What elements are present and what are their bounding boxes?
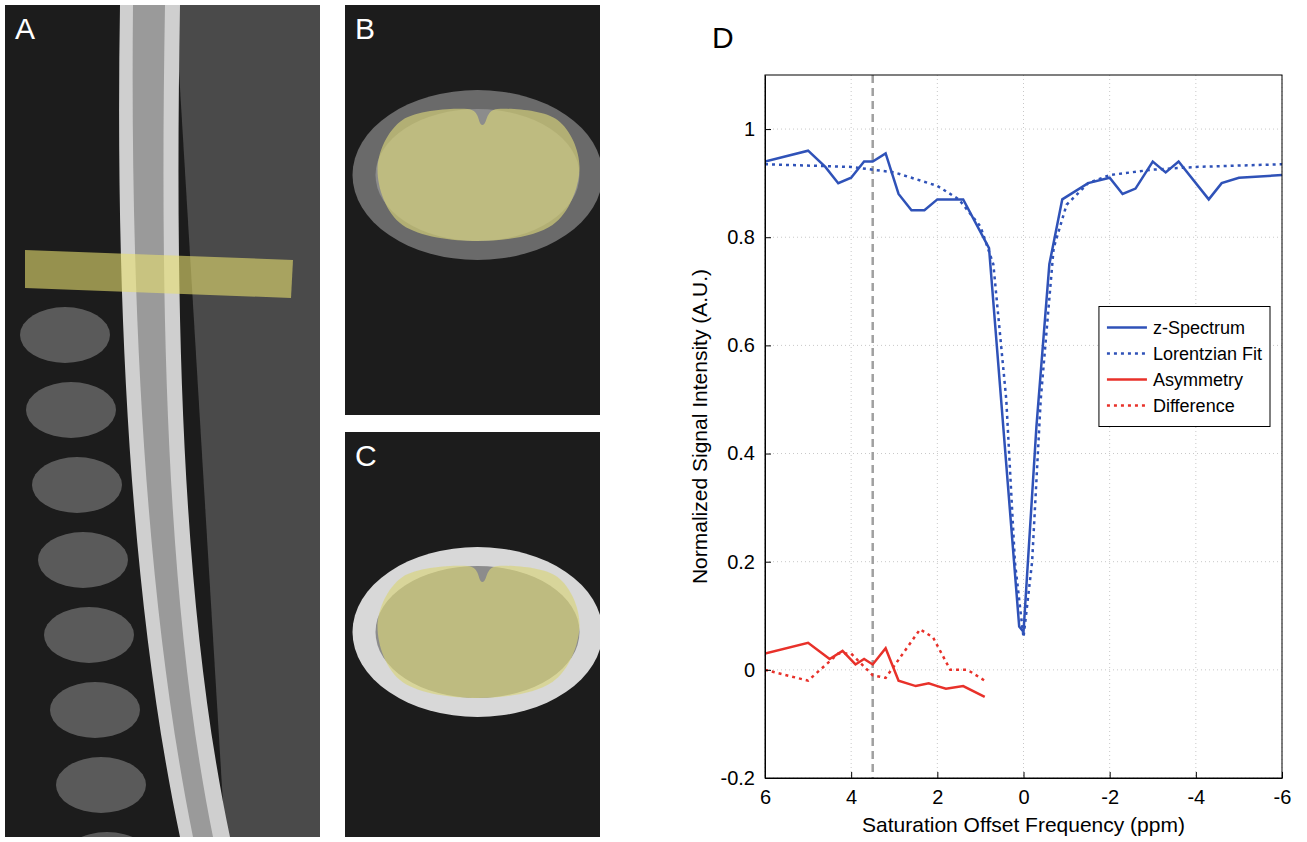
grid-line-x — [937, 75, 938, 778]
tick-mark — [765, 562, 771, 563]
tick-label: -6 — [1274, 786, 1292, 808]
legend-swatch — [1107, 352, 1147, 355]
tick: 0.2 — [727, 551, 771, 573]
image-panel — [5, 5, 320, 837]
grid-line-y — [765, 453, 1282, 454]
tick-label: -4 — [1187, 786, 1205, 808]
plot-background — [765, 75, 1282, 778]
tick: -4 — [1187, 772, 1205, 808]
slice-overlay — [25, 250, 293, 298]
tick-label: 4 — [846, 786, 857, 808]
roi-overlay — [378, 566, 580, 698]
tick: -2 — [1101, 772, 1119, 808]
tick-label: 0 — [1018, 786, 1029, 808]
vertebra — [20, 307, 110, 363]
tick-mark — [1024, 772, 1025, 778]
series-line — [765, 164, 1282, 637]
image-background — [345, 432, 600, 837]
y-axis: -0.2 0 0.2 0.4 0.6 0.8 1 — [721, 76, 771, 789]
tick-label: 2 — [932, 786, 943, 808]
tick: 0.8 — [727, 226, 771, 248]
legend-swatch — [1107, 378, 1147, 381]
tick-mark — [765, 345, 771, 346]
tick-mark — [851, 772, 852, 778]
legend-label: Lorentzian Fit — [1153, 344, 1262, 364]
tick-mark — [937, 772, 938, 778]
legend-label: z-Spectrum — [1153, 318, 1245, 338]
vertebra — [50, 682, 140, 738]
tick: -0.2 — [721, 767, 771, 789]
tick-label: 1 — [744, 118, 755, 140]
tick-label: -0.2 — [721, 767, 755, 789]
tick: 2 — [932, 772, 943, 808]
vertebra — [26, 382, 116, 438]
x-axis: 6 4 2 0 -2 -4 -6 — [760, 772, 1291, 808]
reference-line — [871, 75, 874, 778]
image-background — [5, 5, 320, 837]
csf-ring — [353, 547, 601, 717]
tick-label: 0.2 — [727, 551, 755, 573]
panel-label: A — [15, 12, 35, 45]
tick-label: 0.6 — [727, 334, 755, 356]
tick-label: 6 — [760, 786, 771, 808]
tick: 1 — [744, 118, 771, 140]
grid-line-y — [765, 561, 1282, 562]
data-area — [765, 75, 1282, 778]
tick-mark — [765, 454, 771, 455]
spinal-cord — [133, 5, 213, 837]
series-line — [765, 151, 1282, 632]
csf-ring — [353, 90, 601, 260]
tick-mark — [765, 670, 771, 671]
vertebra — [62, 832, 152, 837]
panel-label: C — [355, 439, 377, 472]
panel-label: D — [712, 21, 734, 54]
grid-line-x — [851, 75, 852, 778]
tick: 0 — [1018, 772, 1029, 808]
vertebra — [44, 607, 134, 663]
tick-label: 0.4 — [727, 442, 755, 464]
spinal-cord — [376, 109, 580, 241]
tick: 0.4 — [727, 442, 771, 464]
tick: 0 — [744, 659, 771, 681]
grid — [765, 75, 1282, 778]
panel-label: B — [355, 12, 375, 45]
image-panel — [345, 432, 600, 837]
legend-label: Asymmetry — [1153, 370, 1243, 390]
figure: A B C D 6 4 2 0 -2 -4 -6 -0.2 0 0.2 0.4 0.6 0.8 1 Saturati… — [0, 0, 1307, 842]
roi-overlay — [378, 109, 580, 241]
grid-line-x — [1023, 75, 1024, 778]
vertebra — [38, 532, 128, 588]
vertebra — [32, 457, 122, 513]
tick: 4 — [846, 772, 857, 808]
y-axis-title: Normalized Signal Intensity (A.U.) — [688, 269, 711, 584]
tick-mark — [1110, 772, 1111, 778]
legend-swatch — [1107, 404, 1147, 407]
tick-mark — [765, 129, 771, 130]
tick: 0.6 — [727, 334, 771, 356]
grid-line-y — [765, 129, 1282, 130]
legend-box — [1099, 307, 1270, 427]
vertebra — [56, 757, 146, 813]
grid-line-y — [765, 237, 1282, 238]
tick-label: 0 — [744, 659, 755, 681]
series-line — [765, 629, 985, 680]
tick-label: -2 — [1101, 786, 1119, 808]
legend-label: Difference — [1153, 396, 1235, 416]
grid-line-y — [765, 669, 1282, 670]
tick-mark — [765, 237, 771, 238]
plot-frame — [765, 75, 1282, 778]
legend: z-Spectrum Lorentzian Fit Asymmetry Differe… — [1099, 307, 1270, 427]
csf-column — [119, 5, 230, 837]
image-panel — [345, 5, 600, 415]
x-axis-title: Saturation Offset Frequency (ppm) — [862, 813, 1185, 836]
spinal-cord — [376, 566, 580, 698]
tick-label: 0.8 — [727, 226, 755, 248]
legend-swatch — [1107, 326, 1147, 329]
tick-mark — [1196, 772, 1197, 778]
